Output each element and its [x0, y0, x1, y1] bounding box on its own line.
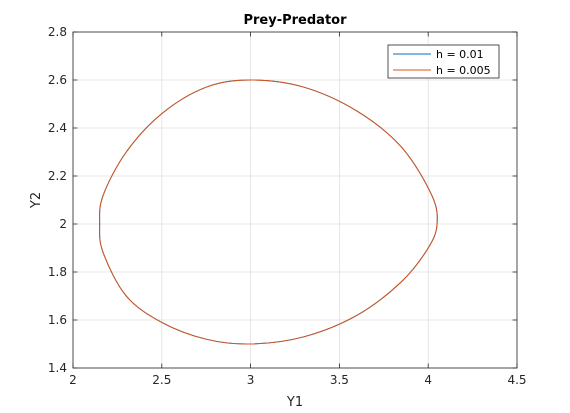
x-tick-label: 3	[247, 373, 255, 387]
ticks	[72, 31, 518, 369]
legend: h = 0.01 h = 0.005	[387, 44, 500, 79]
tick-labels: 2 2.5 3 3.5 4 4.5 1.4 1.6 1.8 2 2.2 2.4 2.6 2.8	[48, 25, 527, 387]
y-tick-label: 2.6	[48, 73, 67, 87]
plot-area	[73, 32, 517, 368]
y-tick-label: 2.2	[48, 169, 67, 183]
y-tick-label: 1.8	[48, 265, 67, 279]
y-tick-label: 1.6	[48, 313, 67, 327]
x-tick-label: 2	[69, 373, 77, 387]
x-tick-label: 2.5	[152, 373, 171, 387]
y-tick-label: 2.8	[48, 25, 67, 39]
series-line-1	[99, 79, 438, 345]
chart-title: Prey-Predator	[243, 13, 347, 28]
x-tick-label: 4	[424, 373, 432, 387]
y-tick-label: 1.4	[48, 361, 67, 375]
legend-box	[387, 44, 500, 79]
y-tick-label: 2	[59, 217, 67, 231]
legend-label-h-0005: h = 0.005	[436, 64, 491, 77]
legend-label-h-001: h = 0.01	[436, 48, 484, 61]
y-tick-label: 2.4	[48, 121, 67, 135]
x-axis-label: Y1	[286, 395, 303, 410]
plot-border	[72, 31, 518, 369]
x-tick-label: 3.5	[330, 373, 349, 387]
x-tick-label: 4.5	[507, 373, 526, 387]
y-axis-label: Y2	[29, 192, 44, 209]
series-layer	[99, 79, 438, 345]
